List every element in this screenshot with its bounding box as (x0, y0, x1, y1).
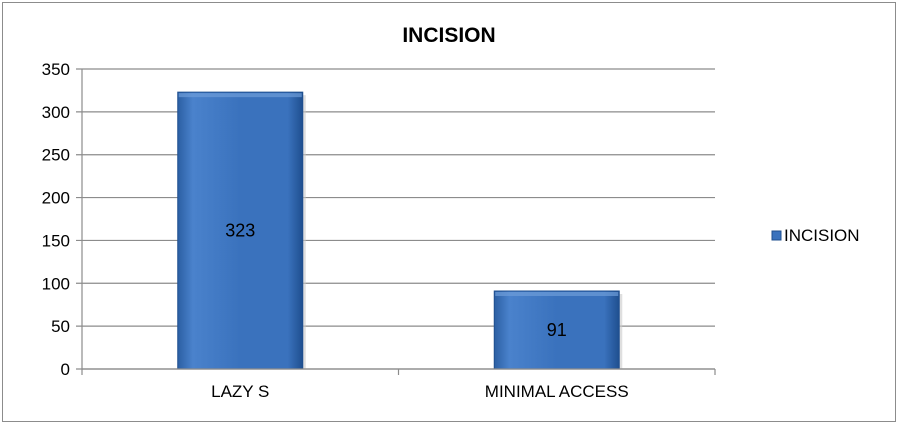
legend: INCISION (771, 226, 860, 245)
x-tick-label: MINIMAL ACCESS (485, 382, 629, 401)
bar (493, 290, 620, 370)
legend-label: INCISION (784, 226, 860, 245)
y-tick-label: 100 (42, 274, 70, 293)
y-tick-label: 250 (42, 146, 70, 165)
legend-swatch (771, 230, 782, 241)
bar (177, 91, 304, 370)
y-tick-label: 150 (42, 231, 70, 250)
y-tick-label: 50 (51, 317, 70, 336)
y-axis: 0 50 100 150 200 250 300 350 (42, 60, 83, 379)
bar-highlight (178, 93, 302, 98)
data-label: 91 (547, 320, 567, 340)
bar-highlight (495, 292, 619, 296)
chart-title: INCISION (402, 24, 495, 47)
data-label: 323 (225, 221, 255, 241)
y-tick-label: 300 (42, 103, 70, 122)
chart-frame (2, 2, 896, 422)
y-tick-label: 0 (61, 360, 70, 379)
y-tick-label: 350 (42, 60, 70, 79)
y-tick-label: 200 (42, 189, 70, 208)
x-axis: LAZY S MINIMAL ACCESS (81, 368, 716, 401)
x-tick-label: LAZY S (211, 382, 269, 401)
bars: 323 91 (177, 91, 623, 370)
